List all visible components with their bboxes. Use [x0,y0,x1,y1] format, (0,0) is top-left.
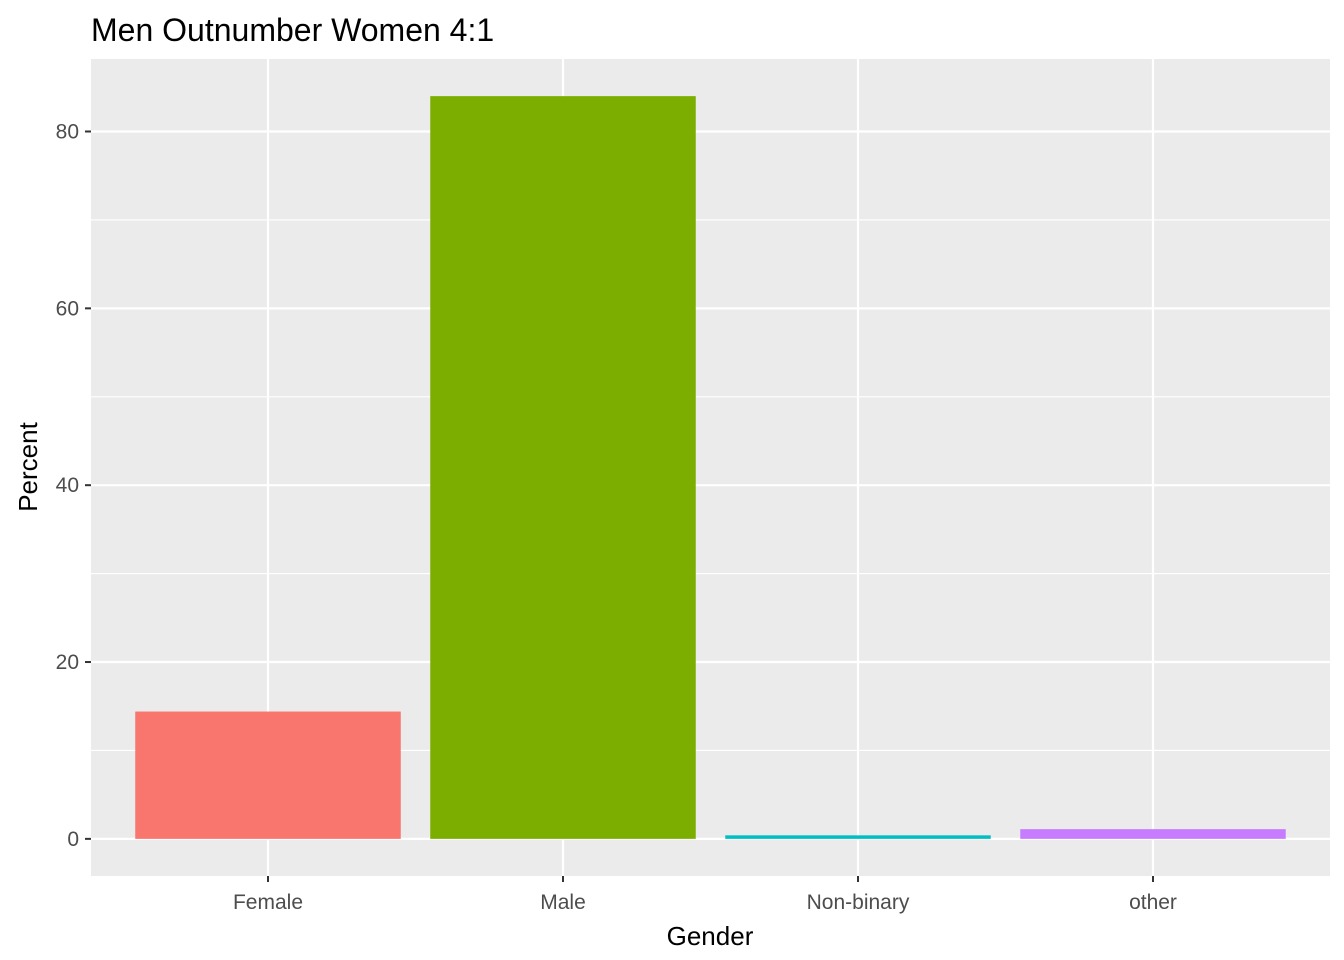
x-tick-label: Female [233,891,303,914]
y-tick-label: 20 [56,651,79,674]
bar-non-binary [725,835,991,839]
bar-other [1020,829,1286,839]
bars [135,96,1286,839]
y-tick-label: 0 [67,828,79,851]
x-tick-label: Non-binary [807,891,910,914]
x-axis: Female Male Non-binary other [233,876,1177,914]
y-tick-label: 80 [56,121,79,144]
x-tick-label: Male [540,891,586,914]
x-tick-label: other [1129,891,1177,914]
y-tick-label: 40 [56,474,79,497]
y-axis-title: Percent [13,421,43,511]
x-axis-title: Gender [667,921,754,951]
chart-title: Men Outnumber Women 4:1 [91,12,494,48]
bar-female [135,711,401,839]
bar-male [430,96,696,839]
y-tick-label: 60 [56,297,79,320]
y-axis: 0 20 40 60 80 [56,121,91,851]
